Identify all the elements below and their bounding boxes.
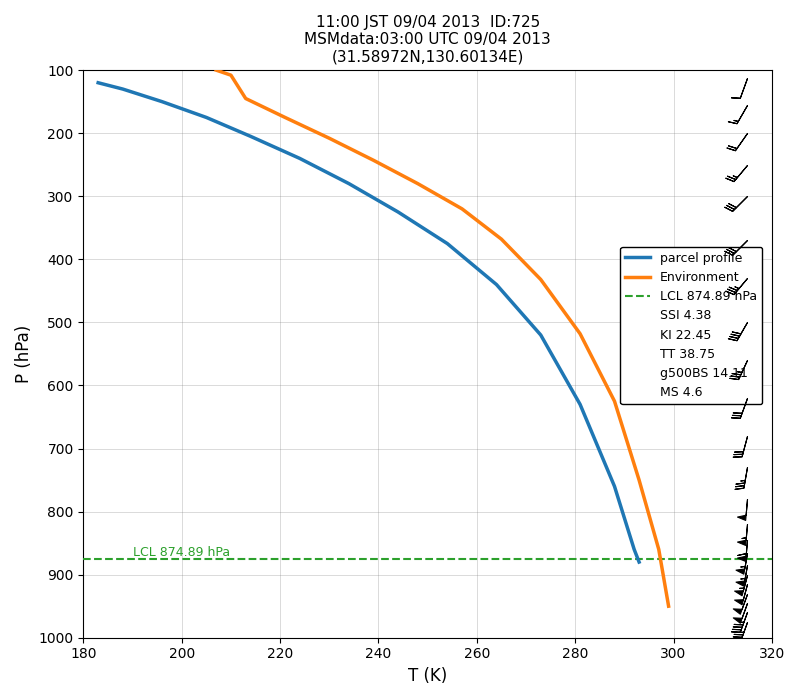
parcel profile — [634, 558, 644, 566]
Environment — [664, 602, 674, 610]
Title: 11:00 JST 09/04 2013  ID:725
MSMdata:03:00 UTC 09/04 2013
(31.58972N,130.60134E): 11:00 JST 09/04 2013 ID:725 MSMdata:03:0… — [304, 15, 551, 65]
Environment — [325, 134, 334, 142]
Environment — [413, 179, 422, 188]
Line: Environment: Environment — [216, 70, 669, 606]
parcel profile — [630, 545, 639, 554]
Text: LCL 874.89 hPa: LCL 874.89 hPa — [133, 546, 230, 559]
X-axis label: T (K): T (K) — [408, 667, 447, 685]
parcel profile — [246, 132, 255, 141]
parcel profile — [344, 179, 354, 188]
parcel profile — [442, 239, 452, 248]
parcel profile — [118, 85, 127, 93]
Environment — [575, 330, 585, 338]
Environment — [211, 66, 221, 74]
Environment — [497, 235, 506, 244]
Environment — [458, 204, 467, 213]
Legend: parcel profile, Environment, LCL 874.89 hPa, SSI 4.38, KI 22.45, TT 38.75, g500B: parcel profile, Environment, LCL 874.89 … — [620, 246, 762, 405]
parcel profile — [295, 154, 305, 162]
parcel profile — [202, 113, 211, 122]
Environment — [369, 156, 378, 164]
Y-axis label: P (hPa): P (hPa) — [15, 325, 33, 383]
parcel profile — [610, 482, 619, 491]
parcel profile — [536, 331, 546, 340]
Environment — [654, 545, 663, 554]
Environment — [634, 476, 644, 484]
Environment — [536, 275, 546, 284]
Environment — [226, 71, 236, 79]
Line: parcel profile: parcel profile — [98, 83, 639, 562]
Environment — [241, 94, 250, 103]
parcel profile — [492, 281, 502, 289]
Environment — [280, 113, 290, 122]
parcel profile — [575, 400, 585, 409]
parcel profile — [94, 78, 103, 87]
parcel profile — [394, 208, 403, 216]
parcel profile — [158, 97, 167, 106]
Environment — [610, 397, 619, 405]
